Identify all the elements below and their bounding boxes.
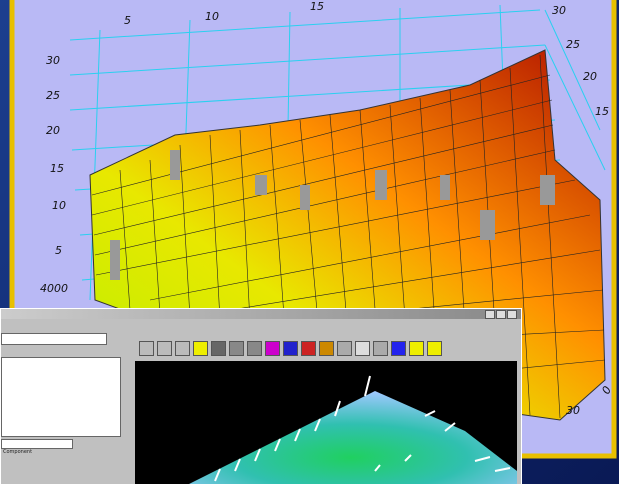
toolbar-button[interactable]	[337, 341, 352, 356]
toolbar-button[interactable]	[193, 341, 208, 356]
minimize-button[interactable]	[485, 310, 495, 319]
toolbar-button[interactable]	[211, 341, 226, 356]
toolbar-button[interactable]	[391, 341, 406, 356]
field-surface	[189, 391, 517, 484]
left-axis-label: 30	[46, 54, 60, 67]
toolbar-button[interactable]	[229, 341, 244, 356]
left-axis-label: 5	[55, 244, 62, 257]
toolbar-button[interactable]	[409, 341, 424, 356]
left-axis-label: 15	[50, 162, 64, 175]
left-axis-label: 4000	[40, 282, 68, 295]
right-axis-label: 15	[595, 105, 609, 118]
toolbar-button[interactable]	[283, 341, 298, 356]
dropdown[interactable]	[1, 333, 107, 345]
toolbar-button[interactable]	[373, 341, 388, 356]
bottom-axis-label: 30	[566, 404, 580, 417]
right-axis-label: 20	[583, 70, 597, 83]
toolbar-button[interactable]	[247, 341, 262, 356]
toolbar-button[interactable]	[301, 341, 316, 356]
top-axis-label: 10	[205, 10, 219, 23]
status-text: Component	[3, 449, 33, 455]
top-axis-label: 15	[310, 0, 324, 13]
title-bar	[1, 309, 521, 319]
vector-view	[135, 361, 517, 484]
toolbar-button[interactable]	[157, 341, 172, 356]
toolbar-button[interactable]	[265, 341, 280, 356]
input-field[interactable]	[1, 439, 73, 449]
toolbar-button[interactable]	[355, 341, 370, 356]
toolbar-button[interactable]	[427, 341, 442, 356]
list-box[interactable]	[1, 357, 121, 437]
surface-shadows	[110, 150, 555, 280]
app-window: Component	[0, 308, 522, 484]
top-axis-label: 30	[552, 4, 566, 17]
toolbar-button[interactable]	[319, 341, 334, 356]
left-axis-label: 10	[52, 199, 66, 212]
toolbar-button[interactable]	[175, 341, 190, 356]
maximize-button[interactable]	[496, 310, 506, 319]
surface-mesh	[91, 54, 606, 419]
right-axis-label: 25	[566, 38, 580, 51]
top-axis-label: 5	[124, 14, 131, 27]
toolbar-button[interactable]	[139, 341, 154, 356]
vector-arrows	[214, 375, 511, 482]
toolbar	[139, 341, 442, 356]
left-axis-label: 25	[46, 89, 60, 102]
close-button[interactable]	[507, 310, 517, 319]
left-axis-label: 20	[46, 124, 60, 137]
